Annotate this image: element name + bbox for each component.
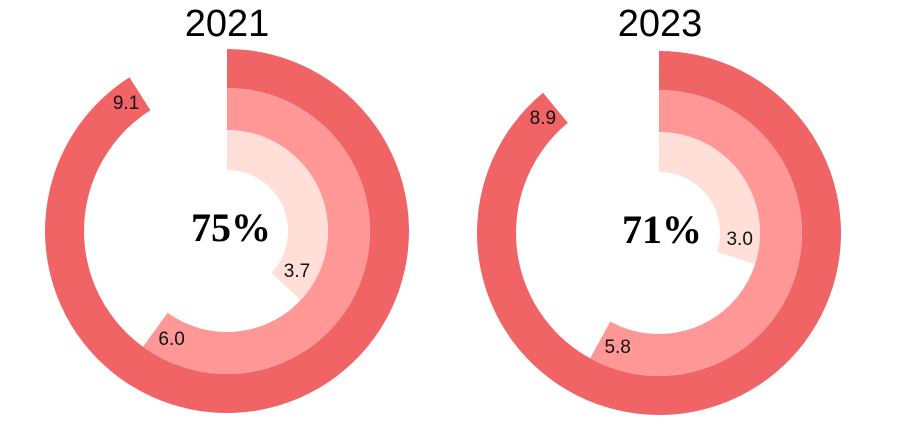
ring-arc-middle bbox=[142, 88, 371, 374]
ring-arc-inner bbox=[227, 130, 328, 301]
chart-title: 2021 bbox=[184, 3, 270, 45]
chart-title: 2023 bbox=[617, 3, 703, 45]
ring-value-inner: 3.7 bbox=[283, 260, 311, 282]
radial-chart-2021 bbox=[44, 49, 409, 414]
ring-value-middle: 6.0 bbox=[158, 328, 185, 350]
ring-arc-inner bbox=[659, 132, 760, 265]
ring-value-middle: 5.8 bbox=[604, 336, 631, 358]
ring-arc-middle bbox=[590, 90, 802, 377]
center-percent-label: 71% bbox=[622, 207, 702, 252]
center-percent-label: 75% bbox=[191, 205, 271, 250]
ring-value-outer: 9.1 bbox=[112, 92, 140, 114]
chart-2021: 2021 75% 9.1 6.0 3.7 bbox=[44, 3, 409, 414]
ring-value-inner: 3.0 bbox=[726, 229, 753, 251]
ring-value-outer: 8.9 bbox=[529, 108, 557, 130]
radial-chart-2023 bbox=[477, 51, 841, 415]
chart-2023: 2023 71% 8.9 5.8 3.0 bbox=[450, 0, 900, 436]
